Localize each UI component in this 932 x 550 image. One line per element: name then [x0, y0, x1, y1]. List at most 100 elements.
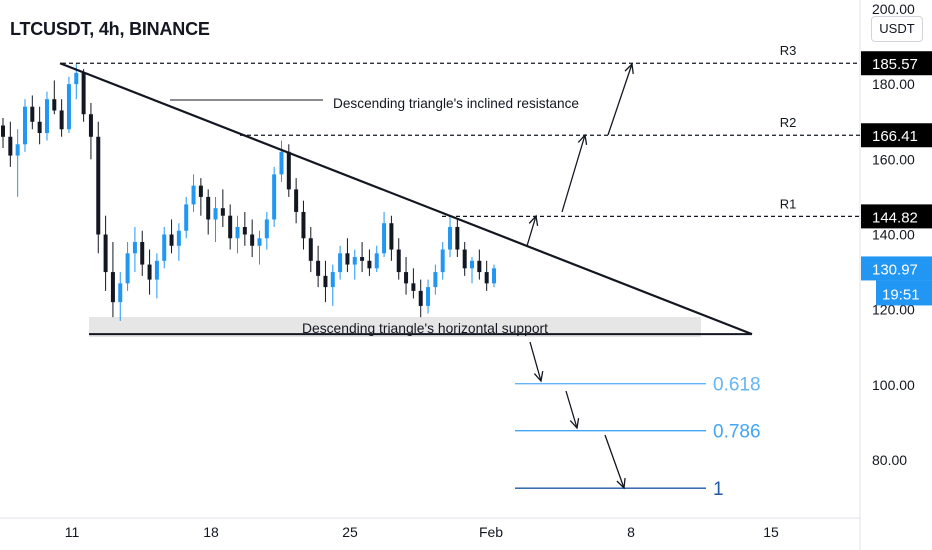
- candle-body: [206, 196, 211, 220]
- candle-body: [286, 151, 291, 190]
- fib-levels: 0.618 0.786 1: [515, 375, 761, 500]
- candle-body: [125, 253, 130, 284]
- candle-body: [147, 264, 152, 280]
- price-label-text: 166.41: [872, 128, 918, 145]
- inclined-resistance-line: [59, 62, 753, 336]
- price-label-box: [861, 51, 932, 76]
- price-label-text: 130.97: [872, 261, 918, 278]
- arrow-head: [616, 477, 626, 490]
- candle-body: [44, 99, 49, 134]
- candle-body: [154, 260, 159, 280]
- descending-triangle: [59, 62, 753, 336]
- arrow-head: [577, 133, 588, 145]
- price-labels: 185.57 166.41 144.82 130.97 19:51: [861, 51, 932, 306]
- candle-body: [88, 114, 93, 137]
- candle-body: [477, 260, 482, 273]
- support-annotation: Descending triangle's horizontal support: [302, 320, 548, 336]
- candle-body: [492, 268, 496, 284]
- candle-body: [118, 283, 123, 303]
- candle-body: [279, 151, 284, 175]
- price-tick-label: 140.00: [872, 227, 915, 243]
- fib-label: 1: [713, 479, 724, 500]
- price-label-text: 144.82: [872, 209, 918, 226]
- countdown-box: [876, 280, 932, 306]
- candle-body: [1, 125, 5, 137]
- candle-body: [316, 260, 321, 276]
- time-tick-label: Feb: [479, 524, 503, 540]
- candle-body: [404, 272, 409, 284]
- arrow-head: [569, 418, 580, 430]
- price-label-box: [861, 123, 932, 148]
- time-tick-label: 25: [342, 524, 358, 540]
- candle-body: [433, 272, 438, 288]
- candle-body: [37, 121, 42, 134]
- price-axis[interactable]: 200.00 180.00 160.00 140.00 120.00 100.00 80.0…: [872, 1, 915, 468]
- candle-body: [162, 234, 167, 261]
- price-label-box: [861, 204, 932, 229]
- candle-body: [345, 253, 350, 265]
- candle-body: [81, 72, 86, 115]
- candle-body: [418, 290, 423, 306]
- candle-body: [132, 242, 137, 254]
- candle-body: [338, 253, 343, 273]
- candle-body: [389, 223, 394, 250]
- candle-body: [382, 223, 387, 254]
- candle-body: [440, 249, 445, 273]
- level-label-r3: R3: [780, 43, 797, 58]
- candle-body: [15, 144, 20, 156]
- arrow-head: [624, 62, 634, 75]
- price-label-box: [861, 256, 932, 281]
- arrow-head: [528, 214, 539, 226]
- candle-body: [66, 84, 71, 130]
- candle-body: [484, 272, 489, 284]
- arrow-shaft: [526, 215, 537, 247]
- time-tick-label: 8: [627, 524, 635, 540]
- candle-body: [250, 234, 255, 246]
- candlestick-series: [1, 63, 496, 321]
- candle-body: [110, 272, 115, 303]
- price-tick-label: 100.00: [872, 377, 915, 393]
- support-zone: [89, 317, 701, 337]
- price-tick-label: 120.00: [872, 302, 915, 318]
- price-tick-label: 180.00: [872, 76, 915, 92]
- arrow-shaft: [607, 63, 633, 136]
- fib-label: 0.618: [713, 375, 761, 396]
- arrow-head: [533, 371, 544, 383]
- arrow-shaft: [529, 341, 542, 382]
- price-label-text: 185.57: [872, 56, 918, 73]
- candle-body: [455, 226, 460, 250]
- candle-body: [96, 136, 101, 235]
- time-tick-label: 15: [763, 524, 779, 540]
- level-label-r2: R2: [780, 115, 797, 130]
- arrow-shaft: [561, 134, 586, 213]
- candle-body: [323, 275, 328, 288]
- currency-selector[interactable]: USDT: [871, 16, 923, 42]
- candle-body: [140, 242, 145, 265]
- candle-body: [74, 72, 79, 85]
- countdown-text: 19:51: [882, 286, 920, 303]
- candle-body: [22, 106, 27, 145]
- candle-body: [374, 253, 379, 269]
- arrow-shaft: [565, 390, 578, 429]
- time-tick-label: 18: [203, 524, 219, 540]
- projection-arrows: [526, 62, 634, 490]
- candle-body: [257, 238, 262, 246]
- price-tick-label: 80.00: [872, 452, 907, 468]
- candle-body: [235, 226, 240, 239]
- candle-body: [191, 185, 196, 205]
- candle-body: [330, 272, 335, 288]
- candle-body: [103, 234, 108, 273]
- candle-body: [8, 136, 13, 156]
- candle-body: [448, 226, 453, 250]
- price-tick-label: 200.00: [872, 1, 915, 17]
- candle-body: [308, 238, 313, 261]
- price-tick-label: 160.00: [872, 151, 915, 167]
- candle-body: [30, 106, 35, 122]
- candle-body: [198, 185, 203, 197]
- candle-body: [264, 219, 269, 239]
- candle-body: [294, 189, 299, 212]
- time-axis[interactable]: 11 18 25 Feb 8 15: [65, 524, 779, 540]
- candle-body: [367, 260, 372, 269]
- candle-body: [352, 257, 357, 265]
